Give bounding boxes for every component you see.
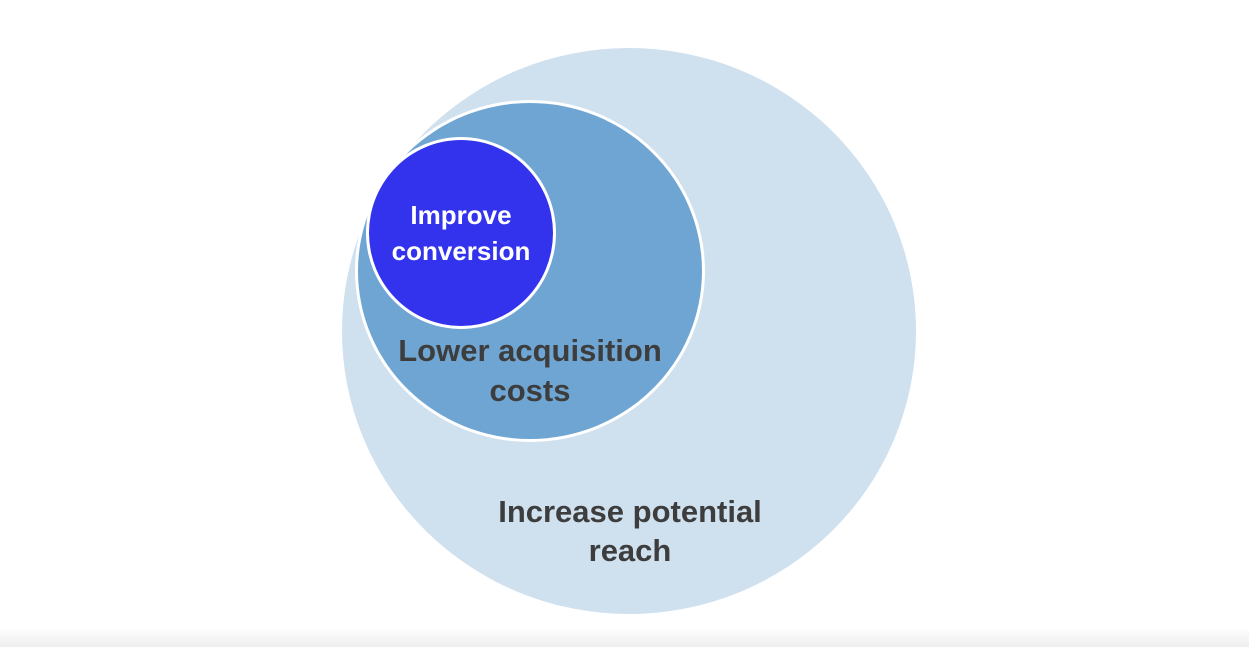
middle-label-line-2: costs [489, 373, 571, 409]
inner-label-line-1: Improve [410, 200, 512, 230]
middle-label-line-1: Lower acquisition [398, 333, 662, 368]
outer-label-line-1: Increase potential [498, 494, 762, 529]
inner-circle-label: Improve conversion [366, 197, 556, 270]
outer-circle-label: Increase potential reach [460, 493, 800, 571]
inner-circle-conversion [366, 137, 556, 329]
middle-circle-label: Lower acquisition costs [370, 331, 690, 412]
inner-label-line-2: conversion [391, 236, 531, 267]
bottom-edge-shadow [0, 627, 1249, 647]
outer-label-line-2: reach [588, 532, 672, 568]
